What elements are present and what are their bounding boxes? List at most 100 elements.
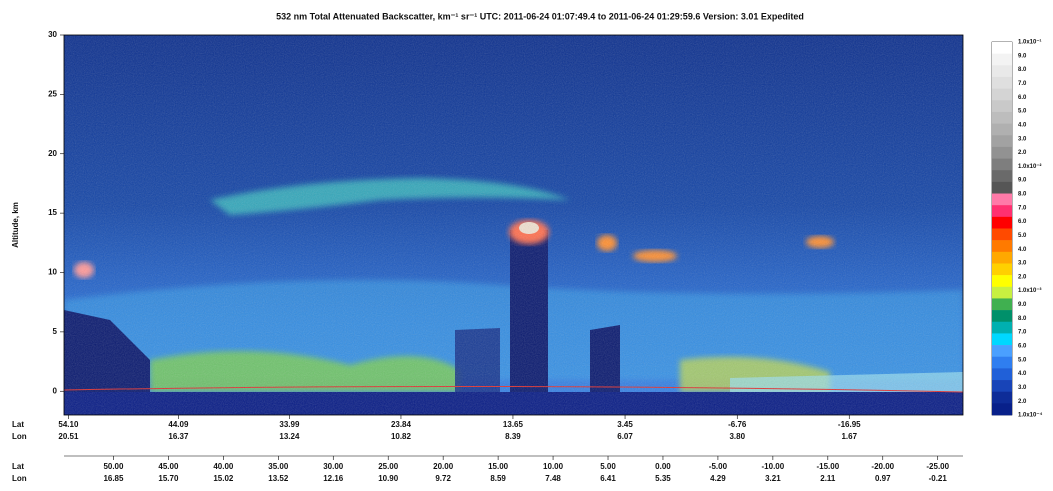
y-axis-label: Altitude, km — [11, 202, 20, 248]
colorbar-swatch — [992, 380, 1012, 392]
lat-tick-label: 30.00 — [323, 462, 344, 471]
lon-tick-label: 2.11 — [820, 474, 836, 483]
lon-tick-label: 13.24 — [279, 432, 300, 441]
lat-tick-label: 23.84 — [391, 420, 412, 429]
colorbar-swatch — [992, 368, 1012, 380]
colorbar-swatch — [992, 263, 1012, 275]
lon-tick-label: 3.80 — [729, 432, 745, 441]
lon-tick-label: 9.72 — [435, 474, 451, 483]
colorbar-swatch — [992, 182, 1012, 194]
lat-tick-label: 3.45 — [617, 420, 633, 429]
lat-tick-label: 44.09 — [168, 420, 189, 429]
colorbar-swatch — [992, 112, 1012, 124]
lon-tick-label: 0.97 — [875, 474, 891, 483]
lat-tick-label: -10.00 — [762, 462, 785, 471]
lat-tick-label: 5.00 — [600, 462, 616, 471]
colorbar-swatch — [992, 124, 1012, 136]
lat-tick-label: 50.00 — [103, 462, 124, 471]
colorbar-label: 1.0x10⁻¹ — [1018, 39, 1042, 46]
y-tick-label: 15 — [48, 208, 57, 217]
colorbar-label: 1.0x10⁻² — [1018, 163, 1042, 170]
colorbar-swatch — [992, 65, 1012, 77]
colorbar-swatch — [992, 403, 1012, 415]
lon-tick-label: 12.16 — [323, 474, 344, 483]
lat-tick-label: 45.00 — [158, 462, 179, 471]
y-tick-label: 5 — [53, 327, 58, 336]
colorbar-label: 1.0x10⁻⁴ — [1018, 413, 1043, 419]
colorbar-label: 1.0x10⁻³ — [1018, 287, 1042, 294]
lat-row-label: Lat — [12, 462, 24, 471]
colorbar-label: 2.0 — [1018, 399, 1027, 405]
colorbar-swatch — [992, 159, 1012, 171]
colorbar-label: 4.0 — [1018, 247, 1027, 253]
colorbar-label: 6.0 — [1018, 95, 1027, 101]
lat-tick-label: 20.00 — [433, 462, 454, 471]
lon-row-label: Lon — [12, 474, 27, 483]
lat-tick-label: 15.00 — [488, 462, 509, 471]
lat-tick-label: 40.00 — [213, 462, 234, 471]
colorbar-label: 8.0 — [1018, 192, 1027, 198]
colorbar-swatch — [992, 310, 1012, 322]
colorbar-swatch — [992, 194, 1012, 206]
colorbar-swatch — [992, 252, 1012, 264]
colorbar-label: 3.0 — [1018, 385, 1027, 391]
colorbar-label: 3.0 — [1018, 136, 1027, 142]
colorbar-label: 9.0 — [1018, 178, 1027, 184]
lat-tick-label: -25.00 — [926, 462, 949, 471]
colorbar-label: 5.0 — [1018, 357, 1027, 363]
colorbar-label: 6.0 — [1018, 219, 1027, 225]
lon-tick-label: 10.90 — [378, 474, 399, 483]
lat-tick-label: 10.00 — [543, 462, 564, 471]
lon-tick-label: 1.67 — [841, 432, 857, 441]
colorbar-swatch — [992, 357, 1012, 369]
colorbar-swatch — [992, 298, 1012, 310]
lon-tick-label: 5.35 — [655, 474, 671, 483]
y-tick-label: 10 — [48, 268, 57, 277]
y-tick-label: 0 — [53, 386, 58, 395]
lat-tick-label: -5.00 — [709, 462, 728, 471]
colorbar-label: 9.0 — [1018, 53, 1027, 59]
colorbar-swatch — [992, 229, 1012, 241]
colorbar-swatch — [992, 217, 1012, 229]
colorbar-label: 7.0 — [1018, 81, 1027, 87]
lat-tick-label: 33.99 — [279, 420, 300, 429]
colorbar-swatch — [992, 275, 1012, 287]
colorbar-swatch — [992, 54, 1012, 66]
lon-tick-label: 7.48 — [545, 474, 561, 483]
lat-tick-label: -6.76 — [728, 420, 747, 429]
lat-tick-label: 0.00 — [655, 462, 671, 471]
colorbar-label: 3.0 — [1018, 261, 1027, 267]
colorbar-label: 8.0 — [1018, 67, 1027, 73]
colorbar-swatch — [992, 392, 1012, 404]
colorbar-swatch — [992, 205, 1012, 217]
lon-tick-label: 3.21 — [765, 474, 781, 483]
lon-tick-label: 16.37 — [168, 432, 189, 441]
chart: 532 nm Total Attenuated Backscatter, km⁻… — [0, 0, 1053, 491]
lon-tick-label: 16.85 — [103, 474, 124, 483]
colorbar-label: 9.0 — [1018, 302, 1027, 308]
lon-tick-label: -0.21 — [929, 474, 948, 483]
lat-tick-label: -16.95 — [838, 420, 861, 429]
colorbar-label: 6.0 — [1018, 344, 1027, 350]
backscatter-image — [64, 35, 963, 415]
lon-tick-label: 6.41 — [600, 474, 616, 483]
colorbar-label: 4.0 — [1018, 122, 1027, 128]
lon-tick-label: 15.70 — [158, 474, 179, 483]
colorbar-swatch — [992, 135, 1012, 147]
lon-tick-label: 20.51 — [58, 432, 79, 441]
colorbar-label: 8.0 — [1018, 316, 1027, 322]
lon-tick-label: 10.82 — [391, 432, 412, 441]
colorbar-swatch — [992, 333, 1012, 345]
colorbar-swatch — [992, 345, 1012, 357]
colorbar-swatch — [992, 322, 1012, 334]
colorbar-label: 7.0 — [1018, 205, 1027, 211]
colorbar-swatch — [992, 42, 1012, 54]
lon-row-label: Lon — [12, 432, 27, 441]
lat-tick-label: 54.10 — [58, 420, 79, 429]
colorbar-swatch — [992, 100, 1012, 112]
y-tick-label: 20 — [48, 149, 57, 158]
lat-tick-label: 13.65 — [503, 420, 524, 429]
colorbar-swatch — [992, 147, 1012, 159]
colorbar-label: 5.0 — [1018, 109, 1027, 115]
colorbar-swatch — [992, 170, 1012, 182]
